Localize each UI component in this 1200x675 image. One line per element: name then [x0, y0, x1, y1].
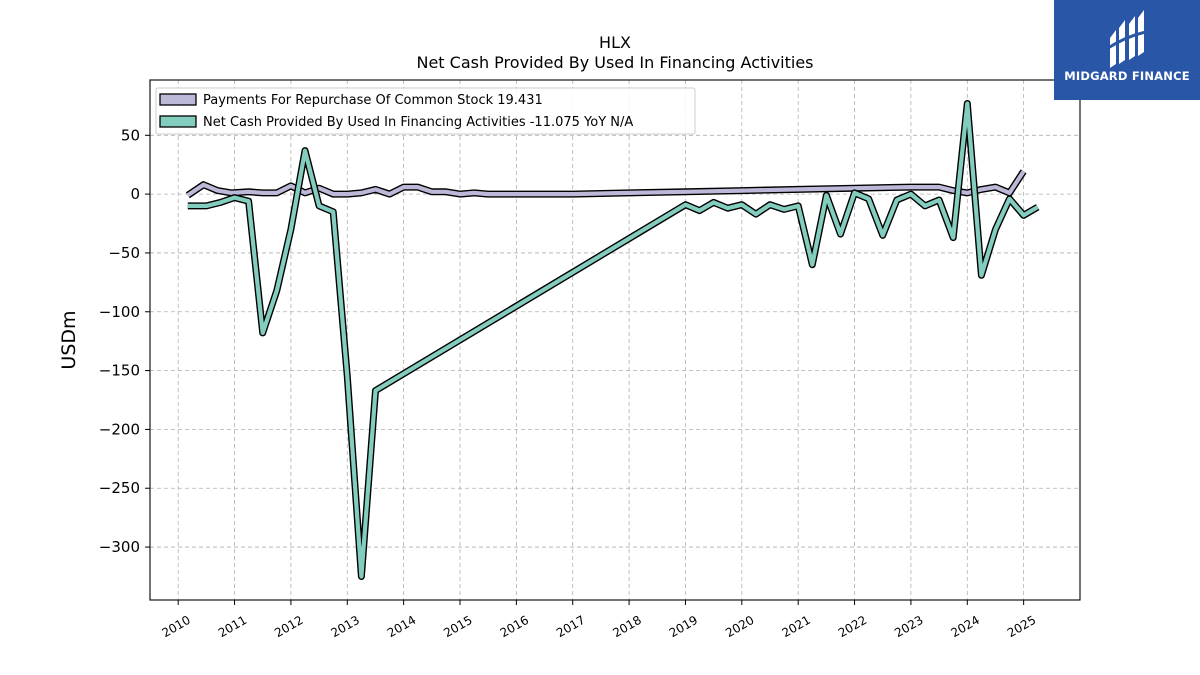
y-axis-ticks: 50 0 −50 −100 −150 −200 −250 −300 [99, 126, 150, 556]
grid [150, 80, 1080, 600]
y-tick-label: −300 [99, 538, 140, 556]
y-axis-label: USDm [58, 310, 80, 369]
y-tick-label: −200 [99, 420, 140, 438]
x-tick-label: 2025 [1005, 613, 1038, 640]
x-tick-label: 2011 [216, 613, 249, 640]
y-tick-label: 50 [121, 126, 140, 144]
x-tick-label: 2021 [779, 613, 812, 640]
x-tick-label: 2017 [554, 613, 587, 640]
chart-subtitle: Net Cash Provided By Used In Financing A… [416, 53, 813, 72]
x-tick-label: 2015 [441, 613, 474, 640]
y-tick-label: −250 [99, 479, 140, 497]
x-tick-label: 2014 [385, 613, 418, 640]
x-tick-label: 2016 [498, 613, 531, 640]
x-tick-label: 2024 [949, 613, 982, 640]
legend-label-repurchase: Payments For Repurchase Of Common Stock … [203, 93, 543, 108]
legend-label-financing: Net Cash Provided By Used In Financing A… [203, 115, 633, 130]
y-tick-label: −100 [99, 303, 140, 321]
series-line-0 [186, 170, 1026, 198]
x-tick-label: 2010 [159, 613, 192, 640]
chart-title: HLX [599, 33, 631, 52]
legend: Payments For Repurchase Of Common Stock … [155, 87, 696, 135]
y-tick-label: −150 [99, 362, 140, 380]
x-tick-label: 2013 [329, 613, 362, 640]
plot-frame [149, 79, 1081, 601]
x-tick-label: 2023 [892, 613, 925, 640]
x-tick-label: 2012 [272, 613, 305, 640]
series-outline-1 [187, 100, 1040, 580]
x-tick-label: 2019 [667, 613, 700, 640]
brand-name: MIDGARD FINANCE [1064, 69, 1190, 83]
legend-swatch-repurchase [159, 93, 197, 106]
legend-box [155, 87, 696, 135]
x-axis-ticks: 2010 2011 2012 2013 2014 2015 2016 2017 2018 2019… [159, 600, 1038, 640]
series-line-1 [187, 101, 1039, 579]
x-tick-label: 2020 [723, 613, 756, 640]
logo-mark-icon [1107, 10, 1147, 68]
legend-swatch-financing [159, 115, 197, 128]
series-lines [185, 100, 1040, 580]
x-tick-label: 2018 [610, 613, 643, 640]
y-tick-label: 0 [130, 185, 140, 203]
x-tick-label: 2022 [836, 613, 869, 640]
brand-logo: MIDGARD FINANCE [1054, 0, 1200, 100]
y-tick-label: −50 [108, 244, 140, 262]
